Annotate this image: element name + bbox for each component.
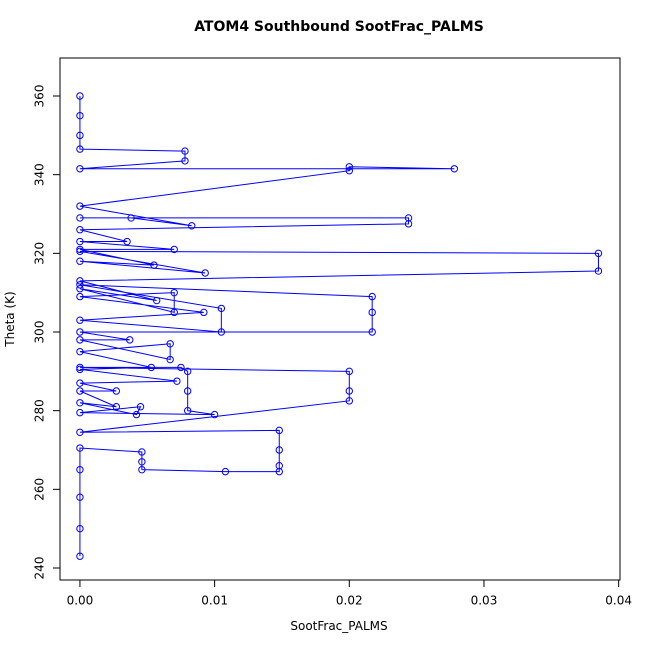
point — [450, 165, 459, 173]
point — [217, 328, 226, 336]
x-tick-label: 0.03 — [471, 594, 498, 608]
point — [170, 288, 178, 297]
point — [76, 336, 84, 344]
point — [127, 214, 135, 222]
point — [76, 444, 84, 452]
point — [76, 92, 84, 100]
point — [368, 328, 376, 336]
point — [76, 552, 84, 560]
point — [132, 410, 141, 419]
point — [345, 367, 353, 376]
point — [76, 214, 84, 222]
plot-frame — [59, 57, 621, 581]
point — [181, 147, 189, 155]
point — [112, 403, 120, 411]
point — [76, 316, 84, 324]
chart-title: ATOM4 Southbound SootFrac_PALMS — [194, 19, 484, 35]
point — [177, 363, 185, 372]
y-tick-label: 260 — [33, 478, 47, 501]
point — [76, 524, 84, 533]
point — [76, 237, 84, 246]
point — [138, 458, 146, 466]
point — [76, 257, 84, 265]
y-tick-label: 280 — [33, 399, 47, 422]
point — [76, 131, 84, 140]
point — [76, 145, 84, 153]
y-tick-label: 340 — [33, 163, 47, 186]
point — [345, 397, 353, 405]
y-axis-label: Theta (K) — [3, 291, 17, 347]
point — [76, 379, 84, 387]
point — [76, 363, 84, 372]
point — [210, 410, 219, 419]
point — [123, 237, 131, 246]
point — [594, 267, 603, 275]
point — [76, 226, 84, 234]
x-tick-label: 0.01 — [201, 594, 228, 608]
point — [76, 347, 84, 356]
point — [170, 308, 178, 317]
x-tick-label: 0.00 — [67, 594, 94, 608]
point — [166, 355, 174, 364]
point — [188, 222, 196, 230]
x-axis-label: SootFrac_PALMS — [290, 619, 387, 633]
point — [594, 249, 603, 258]
point — [345, 387, 353, 395]
point — [275, 426, 283, 435]
point — [368, 292, 376, 301]
y-tick-label: 320 — [33, 242, 47, 265]
point — [183, 367, 192, 376]
point — [76, 281, 84, 289]
point — [201, 269, 209, 277]
point — [275, 462, 283, 470]
y-tick-label: 300 — [33, 321, 47, 344]
point — [345, 163, 353, 171]
point — [76, 285, 84, 293]
point — [147, 363, 156, 372]
point — [126, 336, 134, 344]
y-tick-label: 360 — [33, 85, 47, 108]
point — [76, 247, 84, 256]
point — [76, 277, 84, 285]
point — [170, 245, 178, 254]
point — [368, 308, 376, 317]
point — [221, 467, 230, 476]
y-tick-label: 240 — [33, 557, 47, 580]
point — [76, 399, 84, 407]
point — [345, 167, 353, 175]
point — [138, 465, 146, 474]
point — [76, 465, 84, 474]
point — [183, 387, 192, 395]
x-tick-label: 0.02 — [336, 594, 363, 608]
point — [166, 340, 174, 348]
point — [76, 202, 84, 210]
point — [76, 111, 84, 120]
point — [181, 157, 189, 165]
point — [112, 387, 120, 395]
point — [76, 328, 84, 336]
point — [200, 308, 208, 317]
point — [275, 446, 283, 454]
point — [150, 261, 158, 269]
point — [76, 387, 84, 395]
x-tick-label: 0.04 — [605, 594, 632, 608]
point — [76, 408, 84, 417]
point — [76, 292, 84, 301]
point — [173, 377, 181, 385]
point — [183, 406, 192, 415]
point — [76, 493, 84, 501]
point — [76, 428, 84, 437]
point — [138, 448, 146, 456]
point — [76, 245, 84, 254]
point — [217, 304, 226, 313]
point — [404, 214, 413, 222]
point — [76, 365, 84, 374]
point — [153, 296, 161, 305]
series-line — [79, 95, 599, 557]
point — [136, 403, 145, 411]
point — [76, 165, 84, 173]
